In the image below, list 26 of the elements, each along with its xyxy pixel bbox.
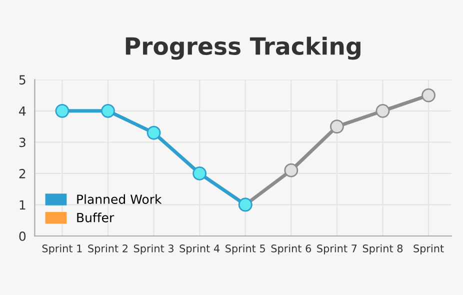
point bbox=[422, 88, 436, 102]
point bbox=[376, 104, 390, 118]
x-tick-label: Sprint 1 bbox=[42, 244, 82, 254]
legend-label: Buffer bbox=[77, 212, 114, 222]
point bbox=[101, 104, 115, 118]
point bbox=[330, 120, 344, 134]
x-tick-label: Sprint bbox=[414, 244, 444, 254]
point bbox=[284, 163, 298, 178]
y-tick-label: 3 bbox=[19, 138, 26, 148]
x-tick-label: Sprint 8 bbox=[362, 244, 403, 254]
y-tick-label: 2 bbox=[19, 168, 26, 178]
point bbox=[55, 104, 70, 118]
x-tick-label: Sprint 6 bbox=[271, 244, 312, 254]
y-tick-label: 5 bbox=[19, 75, 26, 85]
y-tick-label: 4 bbox=[19, 106, 26, 116]
x-tick-label: Sprint 4 bbox=[180, 244, 220, 254]
point bbox=[192, 166, 207, 180]
y-tick-label: 0 bbox=[19, 231, 26, 241]
x-tick-label: Sprint 5 bbox=[226, 244, 265, 254]
x-tick-label: Sprint 3 bbox=[134, 244, 174, 254]
legend-label: Planned Work bbox=[77, 194, 162, 204]
x-tick-label: Sprint 7 bbox=[317, 244, 357, 254]
y-tick-label: 1 bbox=[20, 200, 26, 210]
x-tick-label: Sprint 2 bbox=[88, 244, 128, 254]
point bbox=[146, 126, 161, 140]
chart-title: Progress Tracking bbox=[126, 36, 360, 60]
